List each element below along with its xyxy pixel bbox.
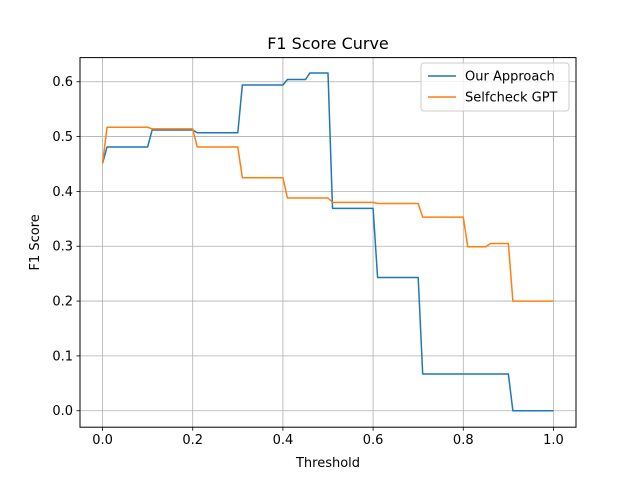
legend-label-our-approach: Our Approach [465, 70, 555, 85]
x-tick-label: 0.6 [363, 433, 384, 448]
y-tick-label: 0.5 [52, 130, 73, 145]
x-tick-label: 0.0 [92, 433, 113, 448]
legend-label-selfcheck-gpt: Selfcheck GPT [465, 91, 558, 106]
y-tick-label: 0.0 [52, 404, 73, 419]
y-tick-label: 0.2 [52, 295, 73, 310]
y-tick-label: 0.6 [52, 75, 73, 90]
x-tick-label: 1.0 [543, 433, 564, 448]
x-axis-label: Threshold [295, 456, 360, 471]
y-tick-label: 0.3 [52, 240, 73, 255]
chart-title: F1 Score Curve [267, 34, 389, 53]
y-axis-label: F1 Score [28, 214, 43, 270]
x-tick-label: 0.8 [453, 433, 474, 448]
y-tick-label: 0.1 [52, 349, 73, 364]
x-tick-label: 0.2 [182, 433, 203, 448]
x-tick-label: 0.4 [273, 433, 294, 448]
legend: Our Approach Selfcheck GPT [421, 63, 569, 111]
y-tick-label: 0.4 [52, 185, 73, 200]
